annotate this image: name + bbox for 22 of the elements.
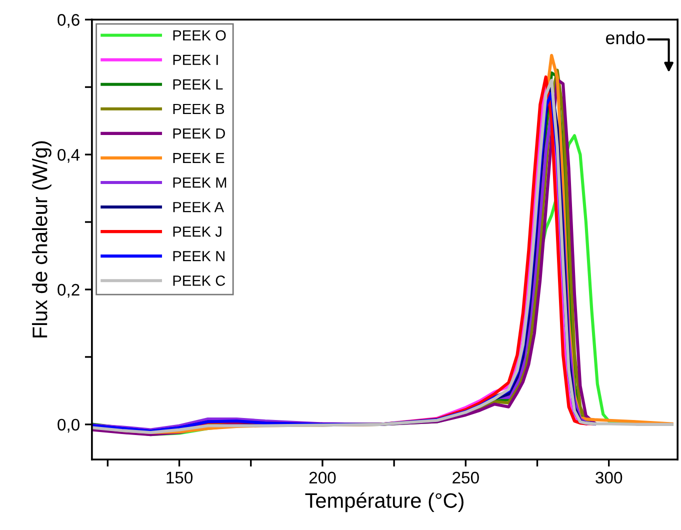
legend-label: PEEK I [173, 54, 218, 65]
x-tick-label: 200 [309, 472, 336, 484]
legend-label: PEEK A [173, 202, 224, 212]
legend-label: PEEK L [173, 79, 223, 90]
y-tick-label: 0,6 [58, 14, 80, 28]
y-tick-label: 0,2 [58, 284, 80, 298]
x-tick-label: 250 [452, 472, 479, 484]
y-tick-label: 0,0 [58, 418, 80, 433]
y-axis-title: Flux de chaleur (W/g) [32, 141, 52, 338]
legend-label: PEEK O [173, 30, 226, 41]
legend-label: PEEK N [173, 251, 224, 262]
legend-label: PEEK E [173, 153, 224, 164]
x-axis-title: Température (°C) [305, 492, 464, 512]
legend-label: PEEK C [173, 276, 226, 286]
x-tick-label: 300 [596, 472, 622, 484]
x-tick-label: 150 [166, 472, 193, 484]
legend-label: PEEK J [173, 226, 222, 237]
y-tick-label: 0,4 [58, 148, 80, 163]
legend-label: PEEK D [173, 128, 225, 139]
annotation: endo [606, 30, 645, 44]
legend-label: PEEK M [173, 178, 226, 188]
legend-label: PEEK B [173, 104, 224, 114]
